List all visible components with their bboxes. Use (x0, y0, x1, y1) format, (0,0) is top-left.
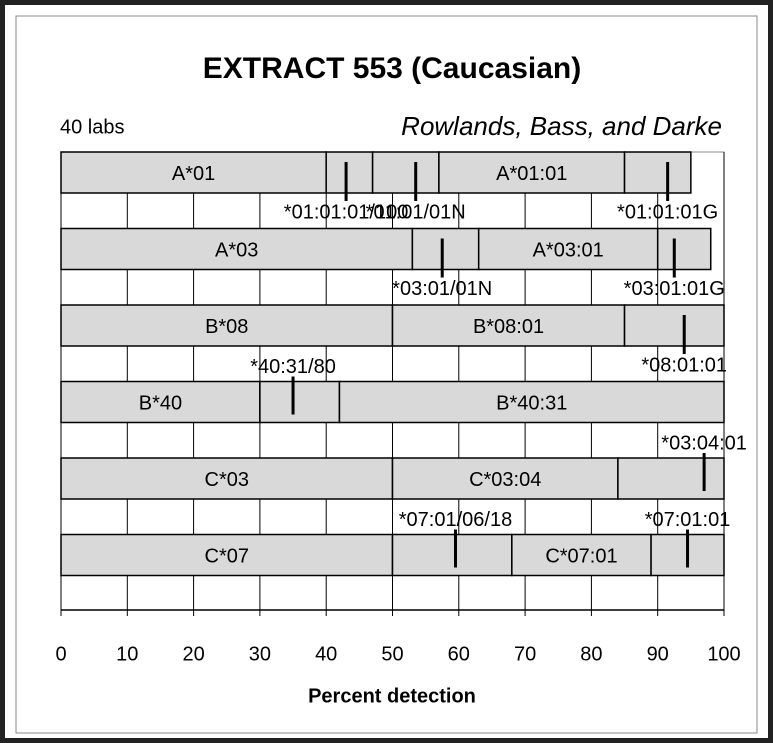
marker-label: *01:01:01/100 (284, 201, 409, 223)
marker-label: *01:01/01N (366, 201, 466, 223)
bar-segment (338, 380, 725, 424)
chart-title: EXTRACT 553 (Caucasian) (203, 52, 581, 85)
x-tick-label: 60 (448, 643, 470, 665)
marker-label: *03:01:01G (624, 278, 725, 300)
bar-segment (371, 151, 440, 194)
x-tick-label: 30 (249, 643, 271, 665)
segment-label: A*03:01 (533, 239, 604, 261)
x-tick-label: 100 (707, 643, 740, 665)
segment-label: B*08:01 (473, 316, 544, 338)
bar-segment (656, 227, 712, 271)
marker-label: *03:01/01N (392, 278, 492, 300)
marker-label: *03:04:01 (661, 432, 747, 454)
x-tick-label: 0 (55, 643, 66, 665)
x-tick-label: 50 (381, 643, 403, 665)
bar-segment (623, 304, 725, 347)
bar-segment (60, 304, 394, 347)
segment-label: C*03:04 (469, 469, 541, 491)
inner-frame (15, 15, 758, 734)
x-axis-label: Percent detection (308, 685, 476, 707)
bar-segment (259, 380, 341, 424)
bar-segment (623, 151, 692, 194)
x-tick-label: 80 (580, 643, 602, 665)
segment-label: A*01 (172, 163, 215, 185)
marker-label: *07:01:01 (645, 509, 731, 531)
bar-segment (411, 227, 480, 271)
subtitle-left: 40 labs (60, 116, 125, 138)
subtitle-right: Rowlands, Bass, and Darke (401, 111, 722, 141)
segment-label: B*40 (139, 392, 182, 414)
bar-segment (60, 457, 394, 500)
segment-label: B*08 (205, 316, 248, 338)
marker-label: *40:31/80 (250, 356, 336, 378)
bar-segment (617, 457, 725, 500)
x-tick-label: 40 (315, 643, 337, 665)
bar-segment (60, 533, 394, 577)
bar-segment (325, 151, 374, 194)
segment-label: B*40:31 (496, 392, 567, 414)
segment-label: C*03 (205, 469, 249, 491)
bar-segment (60, 227, 414, 271)
x-tick-label: 70 (514, 643, 536, 665)
bar-segment (391, 533, 513, 577)
x-tick-label: 90 (647, 643, 669, 665)
x-tick-label: 20 (182, 643, 204, 665)
segment-label: A*03 (215, 239, 258, 261)
segment-label: A*01:01 (496, 163, 567, 185)
marker-label: *07:01/06/18 (399, 509, 512, 531)
x-tick-label: 10 (116, 643, 138, 665)
marker-label: *08:01:01 (641, 354, 727, 376)
marker-label: *01:01:01G (617, 201, 718, 223)
bar-segment (511, 533, 652, 577)
segment-label: C*07:01 (545, 545, 617, 567)
segment-label: C*07 (205, 545, 249, 567)
bar-segment (477, 227, 659, 271)
